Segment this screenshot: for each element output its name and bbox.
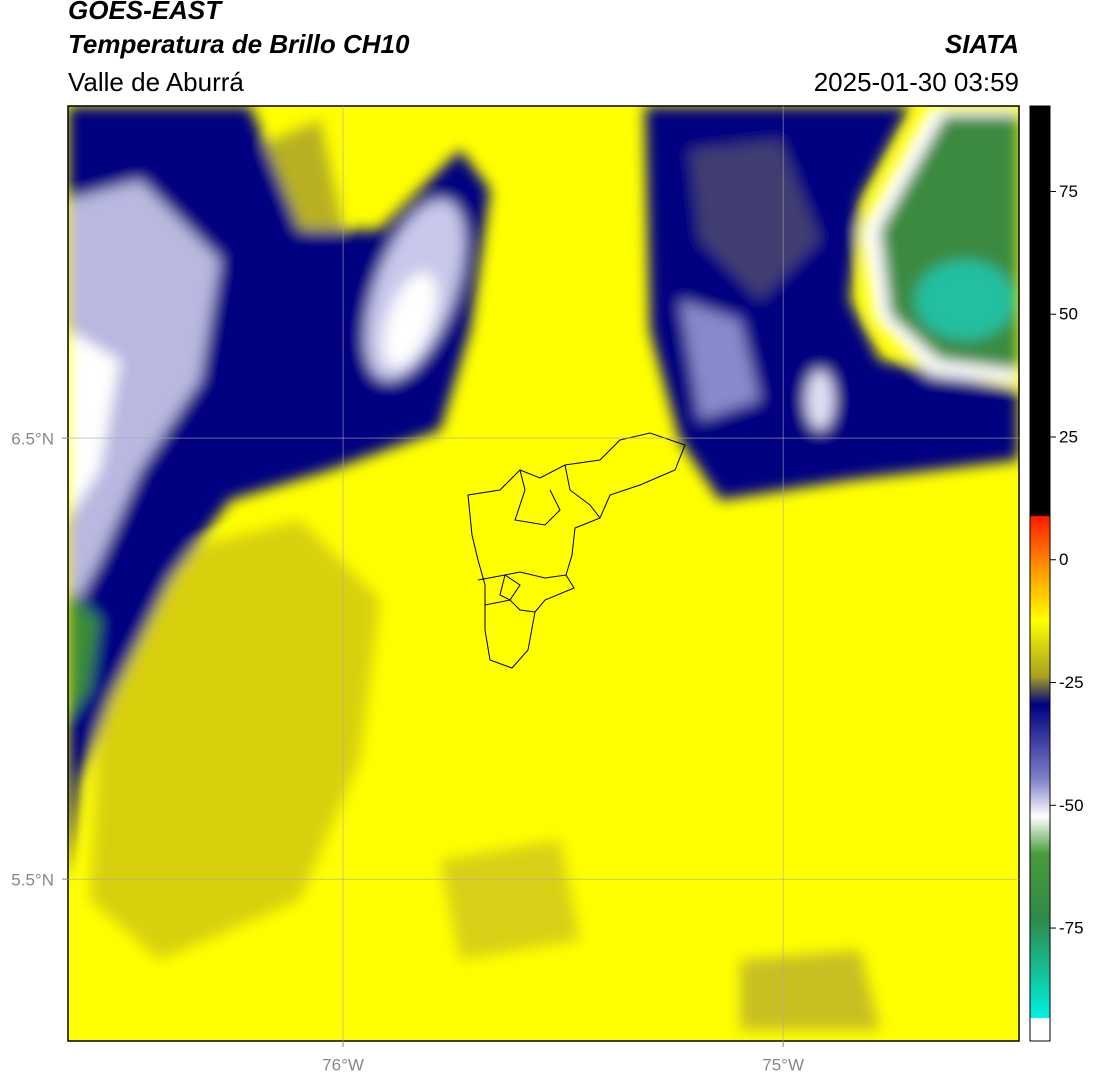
lon-tick-label: 75°W bbox=[762, 1055, 804, 1074]
colorbar-tick-label: 75 bbox=[1059, 182, 1078, 201]
lat-tick-label: 6.5°N bbox=[11, 430, 54, 449]
subtitle: Temperatura de Brillo CH10 bbox=[68, 29, 410, 59]
municipal-boundaries bbox=[467, 432, 686, 669]
title: GOES-EAST bbox=[68, 0, 223, 25]
timestamp: 2025-01-30 03:59 bbox=[814, 67, 1019, 97]
colorbar-tick-label: -25 bbox=[1059, 673, 1084, 692]
colorbar-tick-label: -50 bbox=[1059, 796, 1084, 815]
source: SIATA bbox=[945, 29, 1019, 59]
region: Valle de Aburrá bbox=[68, 67, 244, 97]
colorbar-tick-label: 0 bbox=[1059, 550, 1068, 569]
colorbar-tick-label: 25 bbox=[1059, 427, 1078, 446]
colorbar-tick-label: 50 bbox=[1059, 305, 1078, 324]
colorbar bbox=[1029, 105, 1051, 1042]
map-frame bbox=[67, 105, 1020, 1042]
lat-tick-label: 5.5°N bbox=[11, 871, 54, 890]
satellite-image bbox=[68, 106, 1019, 1041]
lon-tick-label: 76°W bbox=[322, 1055, 364, 1074]
colorbar-tick-label: -75 bbox=[1059, 919, 1084, 938]
